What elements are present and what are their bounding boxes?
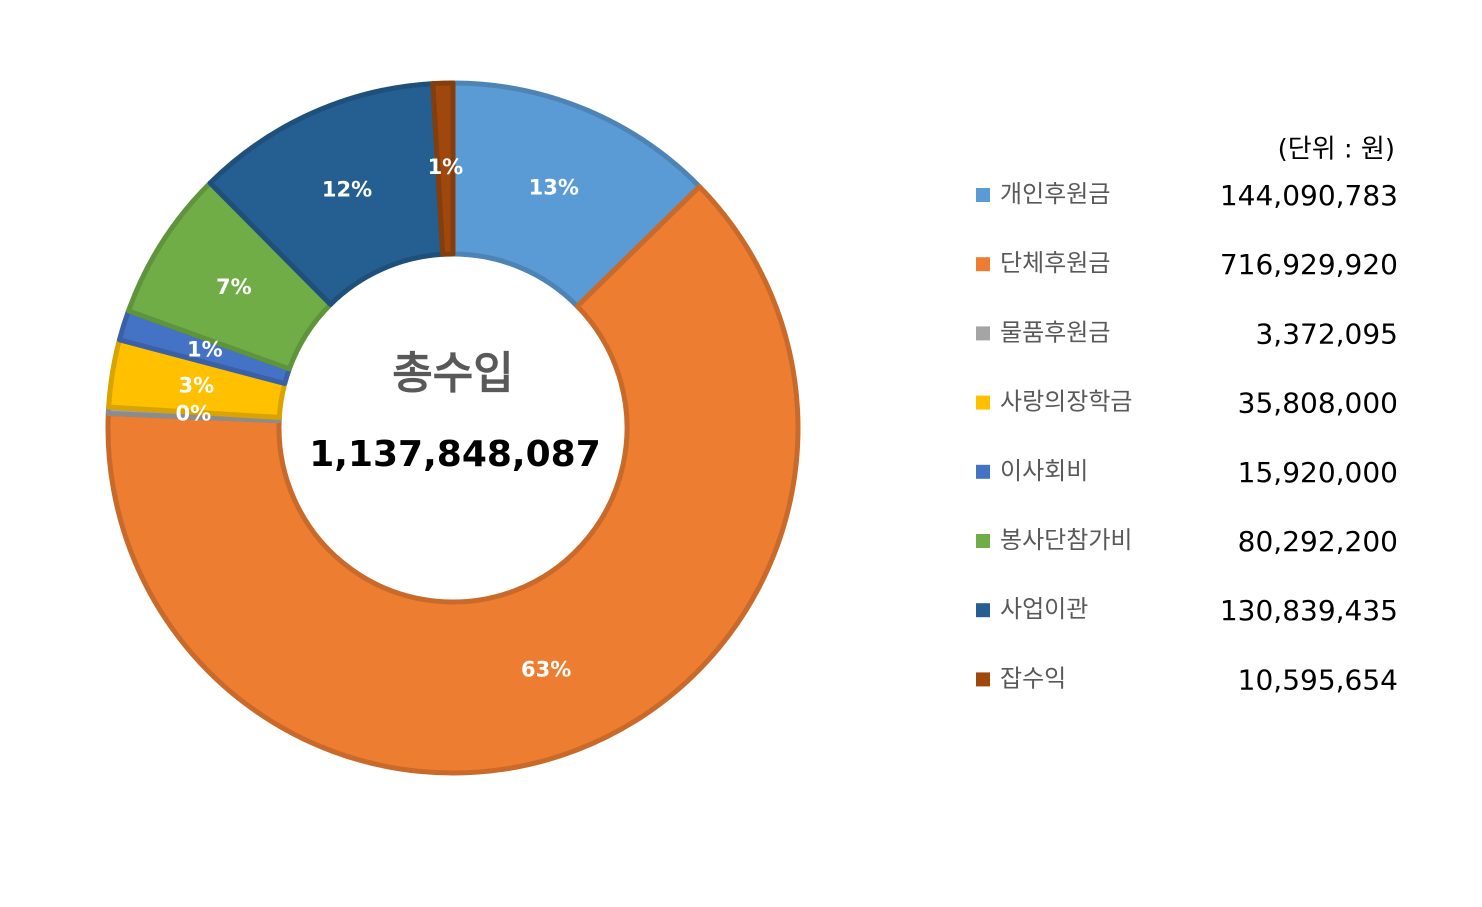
legend-swatch xyxy=(976,188,990,202)
slice xyxy=(207,81,446,307)
legend-swatch xyxy=(976,257,990,272)
percent-label: 1% xyxy=(428,155,464,179)
percent-label: 63% xyxy=(521,658,571,682)
legend-swatch xyxy=(976,603,990,618)
legend-label: 잡수익 xyxy=(1000,664,1066,692)
amount-label: 80,292,200 xyxy=(1238,525,1398,558)
amount-label: 35,808,000 xyxy=(1238,387,1398,420)
slice xyxy=(105,184,801,776)
center-value: 1,137,848,087 xyxy=(309,434,601,475)
amount-label: 3,372,095 xyxy=(1255,317,1398,350)
percent-label: 1% xyxy=(187,338,223,362)
legend-swatch xyxy=(976,326,990,341)
amount-label: 130,839,435 xyxy=(1220,594,1398,627)
legend-label: 물품후원금 xyxy=(1000,318,1110,346)
amount-label: 716,929,920 xyxy=(1220,248,1398,281)
legend-label: 사업이관 xyxy=(1000,595,1088,623)
slice xyxy=(450,80,702,309)
percent-label: 13% xyxy=(529,175,579,199)
percent-label: 7% xyxy=(216,275,252,299)
percent-label: 3% xyxy=(178,374,214,398)
legend-label: 이사회비 xyxy=(1000,457,1088,485)
unit-label: (단위 : 원) xyxy=(1278,135,1395,165)
percent-label: 12% xyxy=(322,178,372,202)
legend-label: 사랑의장학금 xyxy=(1000,388,1132,416)
legend-swatch xyxy=(976,672,990,687)
amount-label: 15,920,000 xyxy=(1238,456,1398,489)
legend-label: 개인후원금 xyxy=(1000,180,1110,208)
amount-label: 10,595,654 xyxy=(1238,663,1398,696)
legend-swatch xyxy=(976,395,990,410)
center-label: 총수입 xyxy=(392,348,513,399)
legend-label: 봉사단참가비 xyxy=(1000,526,1132,554)
percent-label: 0% xyxy=(176,402,212,426)
amount-label: 144,090,783 xyxy=(1220,179,1398,212)
slice xyxy=(430,80,456,257)
legend-swatch xyxy=(976,534,990,548)
legend-swatch xyxy=(976,464,990,479)
legend-label: 단체후원금 xyxy=(1000,249,1110,277)
